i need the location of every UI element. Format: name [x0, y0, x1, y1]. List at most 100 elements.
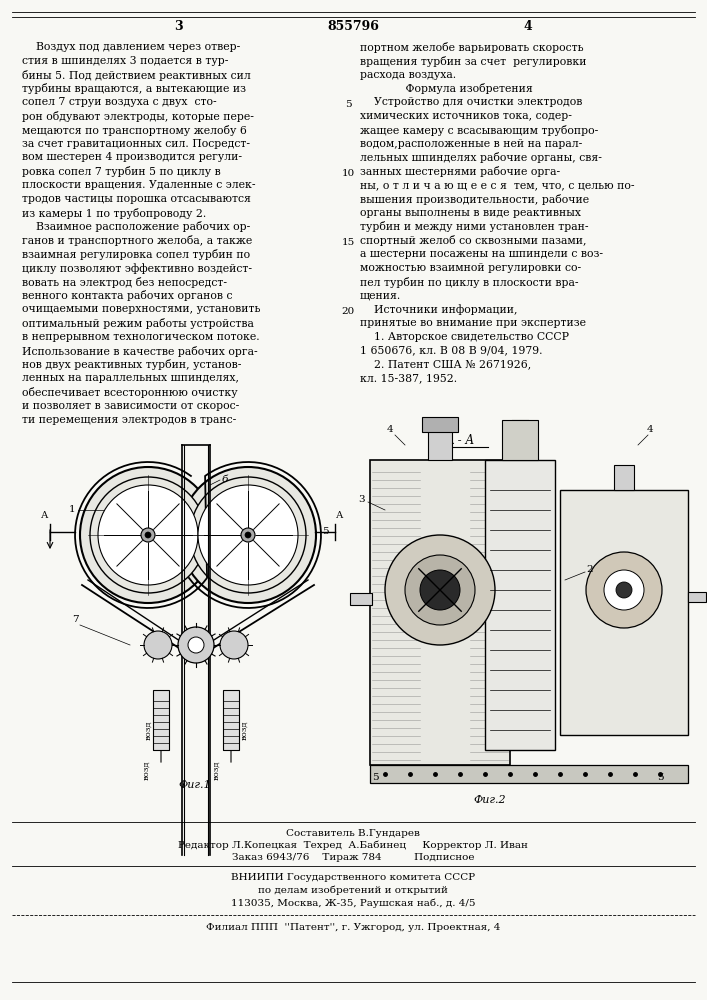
Text: стия в шпинделях 3 подается в тур-: стия в шпинделях 3 подается в тур-	[22, 56, 228, 66]
Text: по делам изобретений и открытий: по делам изобретений и открытий	[258, 885, 448, 895]
Text: 10: 10	[341, 169, 355, 178]
Text: 1 650676, кл. В 08 В 9/04, 1979.: 1 650676, кл. В 08 В 9/04, 1979.	[360, 346, 542, 356]
Circle shape	[385, 535, 495, 645]
Text: рон обдувают электроды, которые пере-: рон обдувают электроды, которые пере-	[22, 111, 254, 122]
Text: жащее камеру с всасывающим трубопро-: жащее камеру с всасывающим трубопро-	[360, 125, 598, 136]
Text: органы выполнены в виде реактивных: органы выполнены в виде реактивных	[360, 208, 581, 218]
Text: 15: 15	[341, 238, 355, 247]
Text: Фиг.1: Фиг.1	[179, 780, 211, 790]
Text: 1. Авторское свидетельство СССР: 1. Авторское свидетельство СССР	[360, 332, 569, 342]
Text: 2. Патент США № 2671926,: 2. Патент США № 2671926,	[360, 359, 531, 369]
Text: тродов частицы порошка отсасываются: тродов частицы порошка отсасываются	[22, 194, 251, 204]
Text: кл. 15-387, 1952.: кл. 15-387, 1952.	[360, 373, 457, 383]
Text: возд: возд	[142, 760, 150, 780]
FancyBboxPatch shape	[153, 690, 169, 750]
Text: щения.: щения.	[360, 290, 402, 300]
Text: 3: 3	[358, 495, 366, 504]
Circle shape	[90, 477, 206, 593]
Text: ны, о т л и ч а ю щ е е с я  тем, что, с целью по-: ны, о т л и ч а ю щ е е с я тем, что, с …	[360, 180, 634, 190]
Text: обеспечивает всестороннюю очистку: обеспечивает всестороннюю очистку	[22, 387, 238, 398]
Text: Заказ 6943/76    Тираж 784          Подписное: Заказ 6943/76 Тираж 784 Подписное	[232, 852, 474, 861]
Text: б: б	[222, 476, 228, 485]
FancyBboxPatch shape	[370, 765, 688, 783]
Circle shape	[586, 552, 662, 628]
Circle shape	[241, 528, 255, 542]
FancyBboxPatch shape	[688, 592, 706, 602]
Text: 3: 3	[174, 19, 182, 32]
FancyBboxPatch shape	[502, 420, 538, 460]
Text: Формула изобретения: Формула изобретения	[360, 83, 533, 94]
Text: очищаемыми поверхностями, установить: очищаемыми поверхностями, установить	[22, 304, 260, 314]
FancyBboxPatch shape	[350, 593, 372, 605]
FancyBboxPatch shape	[614, 465, 634, 490]
Circle shape	[604, 570, 644, 610]
Text: бины 5. Под действием реактивных сил: бины 5. Под действием реактивных сил	[22, 70, 251, 81]
Text: спортный желоб со сквозными пазами,: спортный желоб со сквозными пазами,	[360, 235, 587, 246]
Circle shape	[188, 637, 204, 653]
Text: Фиг.2: Фиг.2	[474, 795, 506, 805]
Text: сопел 7 струи воздуха с двух  сто-: сопел 7 струи воздуха с двух сто-	[22, 97, 216, 107]
Text: вом шестерен 4 производится регули-: вом шестерен 4 производится регули-	[22, 152, 242, 162]
Text: оптимальный режим работы устройства: оптимальный режим работы устройства	[22, 318, 254, 329]
Text: водом,расположенные в ней на парал-: водом,расположенные в ней на парал-	[360, 139, 583, 149]
Text: плоскости вращения. Удаленные с элек-: плоскости вращения. Удаленные с элек-	[22, 180, 255, 190]
Text: вышения производительности, рабочие: вышения производительности, рабочие	[360, 194, 589, 205]
Text: турбин и между ними установлен тран-: турбин и между ними установлен тран-	[360, 221, 588, 232]
Circle shape	[420, 570, 460, 610]
Text: 20: 20	[341, 307, 355, 316]
Text: Источники информации,: Источники информации,	[360, 304, 518, 315]
Circle shape	[80, 467, 216, 603]
Circle shape	[178, 627, 214, 663]
Circle shape	[405, 555, 475, 625]
Text: турбины вращаются, а вытекающие из: турбины вращаются, а вытекающие из	[22, 83, 246, 94]
Circle shape	[190, 477, 306, 593]
FancyBboxPatch shape	[485, 460, 555, 750]
Circle shape	[180, 467, 316, 603]
Text: Составитель В.Гундарев: Составитель В.Гундарев	[286, 828, 420, 838]
Text: в непрерывном технологическом потоке.: в непрерывном технологическом потоке.	[22, 332, 259, 342]
Text: Воздух под давлением через отвер-: Воздух под давлением через отвер-	[22, 42, 240, 52]
Text: 113035, Москва, Ж-35, Раушская наб., д. 4/5: 113035, Москва, Ж-35, Раушская наб., д. …	[230, 898, 475, 908]
Circle shape	[245, 532, 251, 538]
Text: портном желобе варьировать скорость: портном желобе варьировать скорость	[360, 42, 583, 53]
FancyBboxPatch shape	[560, 490, 688, 735]
Circle shape	[198, 485, 298, 585]
Text: 5: 5	[372, 774, 378, 782]
Text: А - А: А - А	[445, 434, 474, 446]
Text: 2: 2	[587, 566, 593, 574]
Text: 5: 5	[322, 528, 328, 536]
Text: 4: 4	[524, 19, 532, 32]
Text: за счет гравитационных сил. Посредст-: за счет гравитационных сил. Посредст-	[22, 139, 250, 149]
Text: 7: 7	[71, 615, 78, 624]
Text: Устройство для очистки электродов: Устройство для очистки электродов	[360, 97, 583, 107]
Text: А: А	[337, 511, 344, 520]
Text: и позволяет в зависимости от скорос-: и позволяет в зависимости от скорос-	[22, 401, 239, 411]
Text: Филиал ППП  ''Патент'', г. Ужгород, ул. Проектная, 4: Филиал ППП ''Патент'', г. Ужгород, ул. П…	[206, 922, 500, 932]
Text: возд: возд	[144, 720, 152, 740]
Text: 5: 5	[345, 100, 351, 109]
Text: возд: возд	[212, 760, 220, 780]
Text: из камеры 1 по трубопроводу 2.: из камеры 1 по трубопроводу 2.	[22, 208, 206, 219]
FancyBboxPatch shape	[223, 690, 239, 750]
Text: возд: возд	[240, 720, 248, 740]
Text: ти перемещения электродов в транс-: ти перемещения электродов в транс-	[22, 415, 236, 425]
Text: 4: 4	[387, 426, 393, 434]
Circle shape	[144, 631, 172, 659]
Circle shape	[616, 582, 632, 598]
Text: Использование в качестве рабочих орга-: Использование в качестве рабочих орга-	[22, 346, 257, 357]
Text: а шестерни посажены на шпиндели с воз-: а шестерни посажены на шпиндели с воз-	[360, 249, 603, 259]
Text: 5: 5	[657, 774, 663, 782]
Text: ганов и транспортного желоба, а также: ганов и транспортного желоба, а также	[22, 235, 252, 246]
Text: вовать на электрод без непосредст-: вовать на электрод без непосредст-	[22, 277, 227, 288]
FancyBboxPatch shape	[428, 430, 452, 460]
Text: ВНИИПИ Государственного комитета СССР: ВНИИПИ Государственного комитета СССР	[231, 872, 475, 882]
Text: венного контакта рабочих органов с: венного контакта рабочих органов с	[22, 290, 233, 301]
Text: вращения турбин за счет  регулировки: вращения турбин за счет регулировки	[360, 56, 587, 67]
Text: взаимная регулировка сопел турбин по: взаимная регулировка сопел турбин по	[22, 249, 250, 260]
Text: 855796: 855796	[327, 19, 379, 32]
Text: расхода воздуха.: расхода воздуха.	[360, 70, 456, 80]
Circle shape	[98, 485, 198, 585]
Text: лельных шпинделях рабочие органы, свя-: лельных шпинделях рабочие органы, свя-	[360, 152, 602, 163]
Text: ровка сопел 7 турбин 5 по циклу в: ровка сопел 7 турбин 5 по циклу в	[22, 166, 221, 177]
Text: нов двух реактивных турбин, установ-: нов двух реактивных турбин, установ-	[22, 359, 241, 370]
